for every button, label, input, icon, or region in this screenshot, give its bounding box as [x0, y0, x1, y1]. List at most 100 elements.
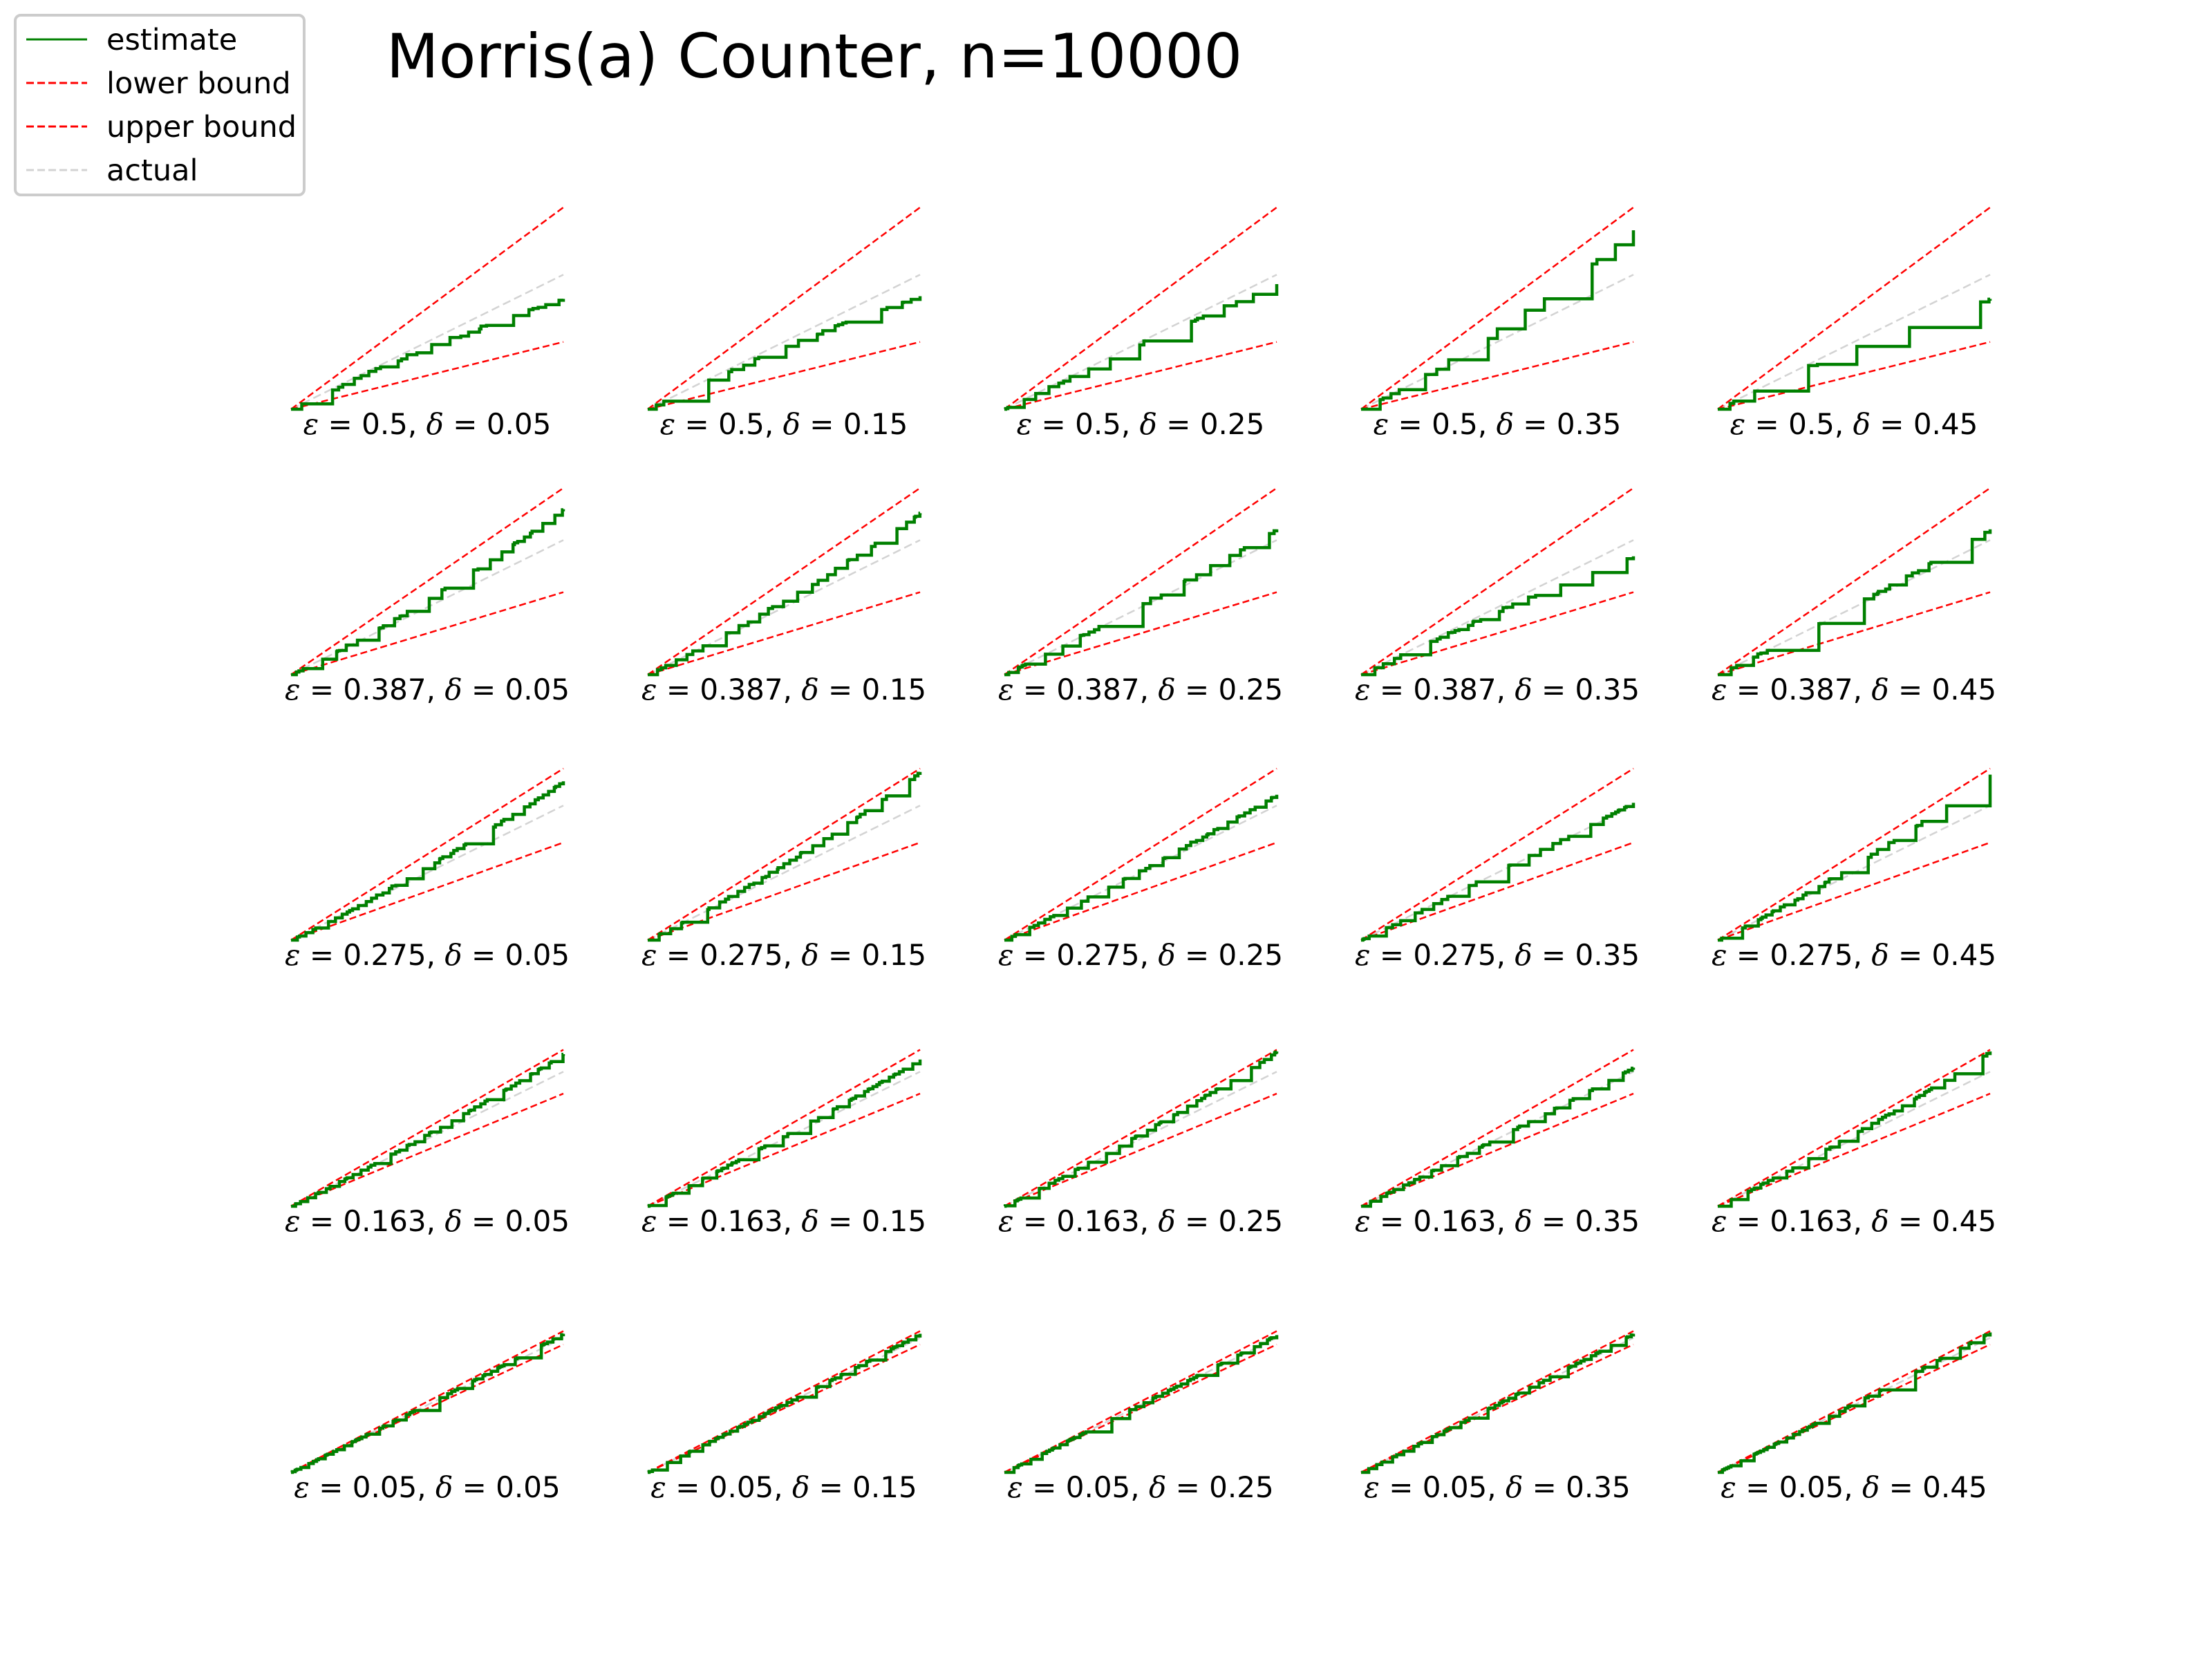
- delta-value: 0.15: [862, 673, 927, 706]
- separator: ,: [427, 1204, 445, 1238]
- equals-sign: =: [1889, 1204, 1932, 1238]
- upper-bound-line: [1717, 206, 1991, 411]
- estimate-line: [648, 296, 922, 411]
- delta-symbol: δ: [444, 1204, 462, 1238]
- delta-symbol: δ: [1149, 1470, 1166, 1504]
- upper-bound-line: [1717, 487, 1991, 676]
- separator: ,: [1478, 407, 1497, 441]
- legend-actual-label: actual: [106, 153, 198, 188]
- delta-value: 0.35: [1566, 1470, 1631, 1504]
- lower-bound-line: [1004, 841, 1277, 941]
- delta-symbol: δ: [1515, 673, 1532, 706]
- epsilon-symbol: ε: [1364, 1470, 1380, 1504]
- equals-sign: =: [1389, 407, 1432, 441]
- panel-label: ε = 0.275, δ = 0.45: [1712, 938, 1996, 972]
- upper-bound-line: [647, 206, 921, 411]
- epsilon-symbol: ε: [1374, 407, 1389, 441]
- panel-r1-c4: ε = 0.5, δ = 0.35: [1360, 206, 1635, 441]
- epsilon-symbol: ε: [998, 1204, 1014, 1238]
- epsilon-value: 0.387: [1413, 673, 1496, 706]
- upper-bound-line: [1717, 767, 1991, 941]
- equals-sign: =: [1533, 673, 1575, 706]
- epsilon-value: 0.5: [1432, 407, 1478, 441]
- delta-value: 0.25: [1219, 1204, 1284, 1238]
- separator: ,: [1140, 1204, 1159, 1238]
- actual-line: [1004, 1071, 1277, 1208]
- epsilon-symbol: ε: [1721, 1470, 1736, 1504]
- epsilon-value: 0.05: [709, 1470, 774, 1504]
- equals-sign: =: [300, 673, 343, 706]
- separator: ,: [783, 1204, 802, 1238]
- epsilon-symbol: ε: [303, 407, 319, 441]
- separator: ,: [427, 673, 445, 706]
- estimate-line: [291, 781, 565, 942]
- equals-sign: =: [1370, 938, 1413, 972]
- separator: ,: [1853, 938, 1872, 972]
- epsilon-symbol: ε: [998, 673, 1014, 706]
- equals-sign: =: [300, 938, 343, 972]
- upper-bound-line: [290, 1330, 564, 1474]
- delta-value: 0.05: [505, 1204, 570, 1238]
- panel-r2-c3: ε = 0.387, δ = 0.25: [998, 487, 1283, 706]
- epsilon-symbol: ε: [285, 1204, 301, 1238]
- lower-bound-line: [647, 591, 921, 676]
- panel-r1-c3: ε = 0.5, δ = 0.25: [1004, 206, 1279, 441]
- equals-sign: =: [1727, 673, 1770, 706]
- panel-label: ε = 0.275, δ = 0.25: [998, 938, 1283, 972]
- epsilon-symbol: ε: [1712, 1204, 1727, 1238]
- panel-label: ε = 0.275, δ = 0.35: [1355, 938, 1640, 972]
- delta-symbol: δ: [1853, 407, 1871, 441]
- epsilon-value: 0.163: [700, 1204, 782, 1238]
- delta-symbol: δ: [427, 407, 444, 441]
- lower-bound-line: [290, 591, 564, 676]
- epsilon-value: 0.275: [700, 938, 782, 972]
- equals-sign: =: [462, 673, 505, 706]
- separator: ,: [427, 938, 445, 972]
- estimate-line: [1718, 1051, 1992, 1208]
- estimate-line: [291, 1053, 565, 1208]
- equals-sign: =: [657, 938, 700, 972]
- equals-sign: =: [1023, 1470, 1066, 1504]
- delta-symbol: δ: [1158, 673, 1175, 706]
- delta-value: 0.45: [1932, 938, 1997, 972]
- actual-line: [290, 805, 564, 941]
- panel-r2-c5: ε = 0.387, δ = 0.45: [1712, 487, 1996, 706]
- lower-bound-line: [1717, 591, 1991, 676]
- delta-symbol: δ: [1497, 407, 1514, 441]
- epsilon-symbol: ε: [998, 938, 1014, 972]
- panel-label: ε = 0.387, δ = 0.35: [1355, 673, 1640, 706]
- panel-r4-c3: ε = 0.163, δ = 0.25: [998, 1049, 1284, 1238]
- delta-value: 0.05: [505, 673, 570, 706]
- panel-r5-c2: ε = 0.05, δ = 0.15: [647, 1330, 922, 1504]
- separator: ,: [774, 1470, 792, 1504]
- separator: ,: [1497, 938, 1515, 972]
- estimate-line: [1004, 529, 1279, 677]
- upper-bound-line: [1360, 206, 1634, 411]
- equals-sign: =: [1736, 1470, 1779, 1504]
- separator: ,: [408, 407, 427, 441]
- epsilon-value: 0.163: [1770, 1204, 1853, 1238]
- delta-symbol: δ: [801, 938, 818, 972]
- equals-sign: =: [444, 407, 487, 441]
- equals-sign: =: [819, 673, 862, 706]
- lower-bound-line: [290, 1092, 564, 1208]
- estimate-line: [1718, 774, 1992, 942]
- epsilon-value: 0.5: [1788, 407, 1835, 441]
- upper-bound-line: [1004, 767, 1277, 941]
- delta-value: 0.25: [1200, 407, 1265, 441]
- equals-sign: =: [1013, 938, 1056, 972]
- epsilon-value: 0.275: [1770, 938, 1853, 972]
- actual-line: [1360, 274, 1634, 411]
- equals-sign: =: [675, 407, 718, 441]
- estimate-line: [1003, 1050, 1279, 1208]
- delta-symbol: δ: [1158, 938, 1175, 972]
- equals-sign: =: [1745, 407, 1788, 441]
- panel-r1-c5: ε = 0.5, δ = 0.45: [1717, 206, 1992, 441]
- delta-value: 0.05: [505, 938, 570, 972]
- chart-title: Morris(a) Counter, n=10000: [386, 21, 1243, 92]
- legend-lower-bound-label: lower bound: [106, 66, 291, 101]
- separator: ,: [1130, 1470, 1149, 1504]
- delta-symbol: δ: [792, 1470, 809, 1504]
- upper-bound-line: [1004, 1049, 1277, 1208]
- estimate-line: [1718, 529, 1992, 677]
